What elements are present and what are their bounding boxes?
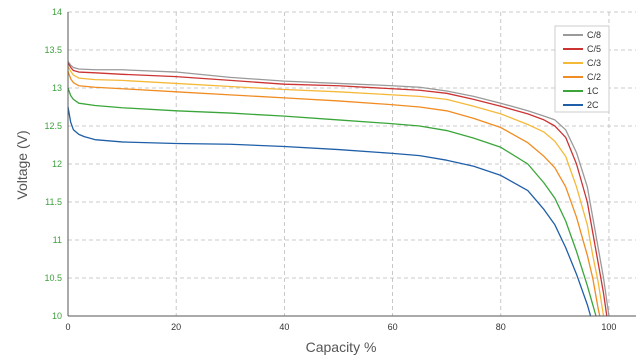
y-tick-label: 11 [53,235,62,245]
legend: C/8 C/5 C/3 C/2 1C 2C [554,25,610,113]
y-tick-labels: 10 10.5 11 11.5 12 12.5 13 13.5 14 [44,7,62,321]
x-tick-labels: 0 20 40 60 80 100 [65,322,616,332]
series-line-c-2 [67,71,601,317]
y-tick-label: 10.5 [44,273,62,283]
y-tick-label: 10 [52,311,62,321]
y-tick-label: 12.5 [44,121,62,131]
y-tick-label: 13.5 [44,45,62,55]
series-line-c-5 [67,62,608,317]
legend-box [554,25,610,113]
series-lines [67,61,610,317]
series-line-2c [67,106,592,317]
y-tick-label: 14 [52,7,62,17]
y-tick-label: 13 [52,83,62,93]
legend-label: C/3 [587,58,601,68]
series-line-c-3 [67,66,605,317]
x-tick-label: 60 [388,322,398,332]
x-tick-label: 20 [171,322,181,332]
legend-label: 2C [587,100,599,110]
series-line-c-8 [67,61,610,317]
x-axis-label: Capacity % [306,339,377,355]
series-line-1c [67,87,597,317]
legend-label: 1C [587,86,599,96]
x-tick-label: 40 [279,322,289,332]
grid-lines [68,11,636,316]
x-tick-label: 0 [65,322,70,332]
x-tick-label: 100 [601,322,616,332]
x-tick-label: 80 [496,322,506,332]
legend-label: C/8 [587,30,601,40]
legend-label: C/5 [587,44,601,54]
legend-label: C/2 [587,72,601,82]
y-axis-label: Voltage (V) [14,130,30,199]
y-tick-label: 11.5 [45,197,62,207]
y-tick-label: 12 [52,159,62,169]
axes [67,12,636,317]
